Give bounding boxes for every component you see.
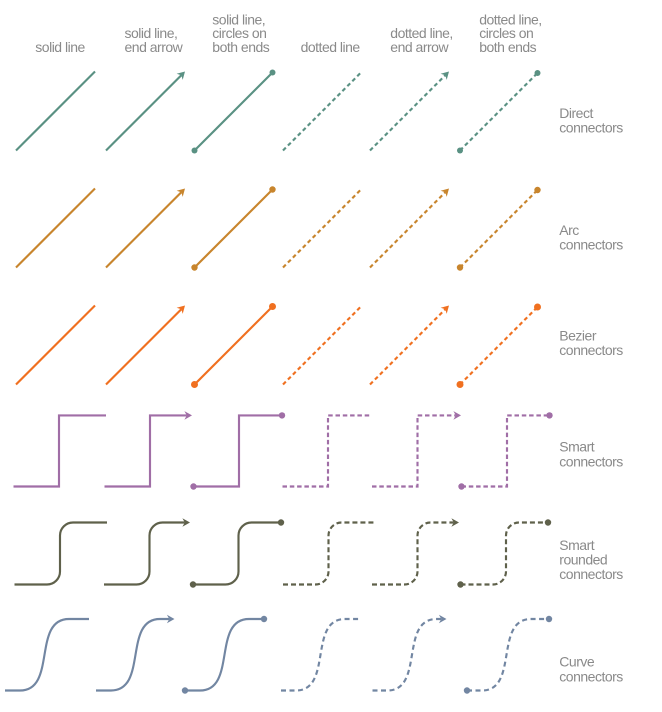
svg-text:end arrow: end arrow xyxy=(390,39,449,55)
svg-text:both ends: both ends xyxy=(212,39,269,55)
svg-text:rounded: rounded xyxy=(559,552,607,568)
svg-text:Smart: Smart xyxy=(559,439,594,455)
svg-text:solid line: solid line xyxy=(35,39,85,55)
svg-text:dotted line,: dotted line, xyxy=(479,11,542,27)
svg-text:dotted line: dotted line xyxy=(301,39,361,55)
svg-text:circles on: circles on xyxy=(479,25,533,41)
svg-text:dotted line,: dotted line, xyxy=(390,25,453,41)
svg-text:connectors: connectors xyxy=(559,237,623,253)
svg-text:both ends: both ends xyxy=(479,39,536,55)
svg-text:Bezier: Bezier xyxy=(559,328,597,344)
svg-text:Curve: Curve xyxy=(559,654,595,670)
svg-text:connectors: connectors xyxy=(559,668,623,684)
svg-text:end arrow: end arrow xyxy=(125,39,184,55)
svg-text:circles on: circles on xyxy=(212,25,266,41)
svg-text:connectors: connectors xyxy=(559,566,623,582)
svg-text:Direct: Direct xyxy=(559,105,593,121)
svg-text:Smart: Smart xyxy=(559,537,594,553)
svg-text:Arc: Arc xyxy=(559,222,579,238)
svg-text:solid line,: solid line, xyxy=(125,25,178,41)
svg-text:connectors: connectors xyxy=(559,453,623,469)
svg-text:connectors: connectors xyxy=(559,342,623,358)
svg-text:solid line,: solid line, xyxy=(212,11,265,27)
svg-text:connectors: connectors xyxy=(559,120,623,136)
